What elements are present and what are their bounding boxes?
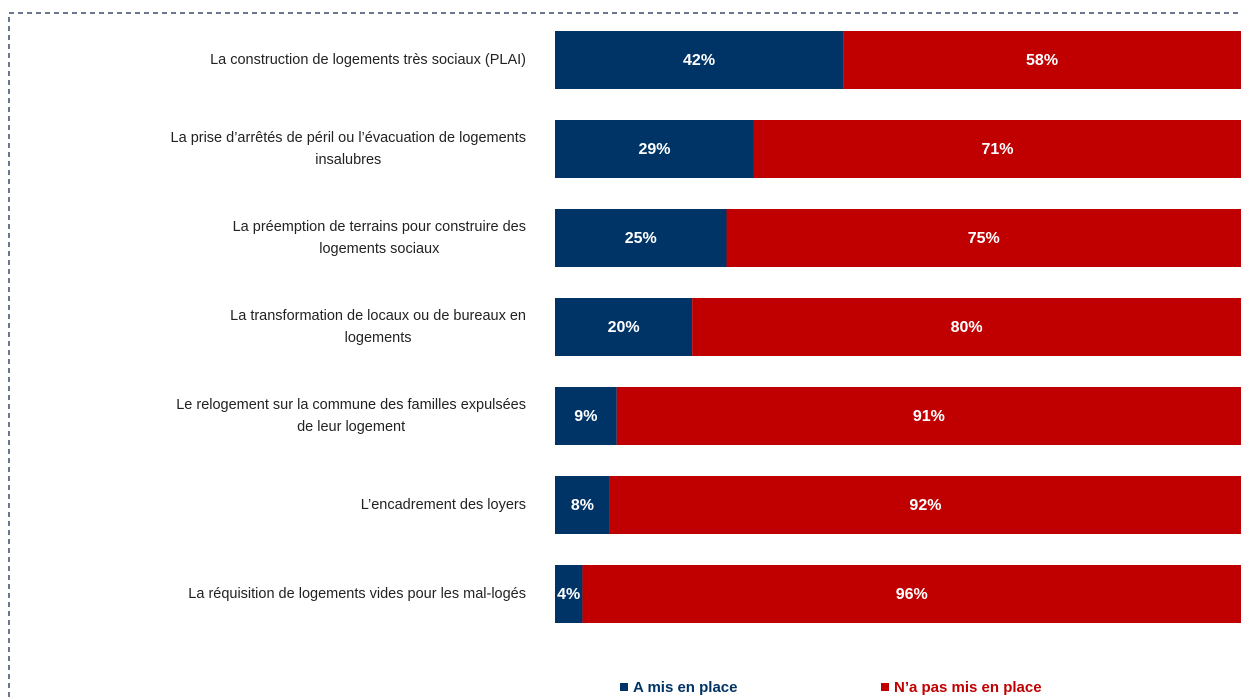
bar-segment bbox=[555, 120, 754, 178]
bar-segment bbox=[555, 476, 610, 534]
value-label: 75% bbox=[968, 230, 1000, 247]
bar-segment bbox=[555, 31, 844, 89]
value-label: 4% bbox=[557, 586, 580, 603]
value-label: 9% bbox=[574, 408, 597, 425]
value-label: 42% bbox=[683, 52, 715, 69]
value-label: 71% bbox=[981, 141, 1013, 158]
value-label: 8% bbox=[571, 497, 594, 514]
legend-swatch bbox=[881, 683, 889, 691]
bar-segment bbox=[555, 565, 583, 623]
category-label: insalubres bbox=[315, 152, 381, 168]
category-label: logements sociaux bbox=[319, 241, 440, 257]
category-label: La transformation de locaux ou de bureau… bbox=[230, 308, 526, 324]
bar-segment bbox=[753, 120, 1241, 178]
bar-segment bbox=[555, 387, 617, 445]
value-label: 92% bbox=[909, 497, 941, 514]
bar-segment bbox=[726, 209, 1241, 267]
bar-segment bbox=[616, 387, 1241, 445]
value-label: 25% bbox=[625, 230, 657, 247]
legend-label: A mis en place bbox=[633, 679, 738, 696]
value-label: 96% bbox=[896, 586, 928, 603]
category-label: Le relogement sur la commune des famille… bbox=[176, 397, 526, 413]
legend-label: N’a pas mis en place bbox=[894, 679, 1042, 696]
value-label: 29% bbox=[638, 141, 670, 158]
bar-segment bbox=[843, 31, 1241, 89]
value-label: 80% bbox=[951, 319, 983, 336]
bar-segment bbox=[609, 476, 1241, 534]
dashed-frame bbox=[8, 12, 1242, 697]
category-label: de leur logement bbox=[297, 419, 405, 435]
category-label: La préemption de terrains pour construir… bbox=[233, 219, 526, 235]
category-label: La prise d’arrêtés de péril ou l’évacuat… bbox=[171, 130, 526, 146]
category-label: L’encadrement des loyers bbox=[361, 497, 526, 513]
bar-segment bbox=[555, 298, 693, 356]
bar-segment bbox=[582, 565, 1241, 623]
bar-segment bbox=[692, 298, 1241, 356]
value-label: 20% bbox=[608, 319, 640, 336]
value-label: 91% bbox=[913, 408, 945, 425]
value-label: 58% bbox=[1026, 52, 1058, 69]
legend-swatch bbox=[620, 683, 628, 691]
category-label: logements bbox=[345, 330, 412, 346]
category-label: La construction de logements très sociau… bbox=[210, 52, 526, 68]
bar-segment bbox=[555, 209, 727, 267]
category-label: La réquisition de logements vides pour l… bbox=[188, 586, 526, 602]
